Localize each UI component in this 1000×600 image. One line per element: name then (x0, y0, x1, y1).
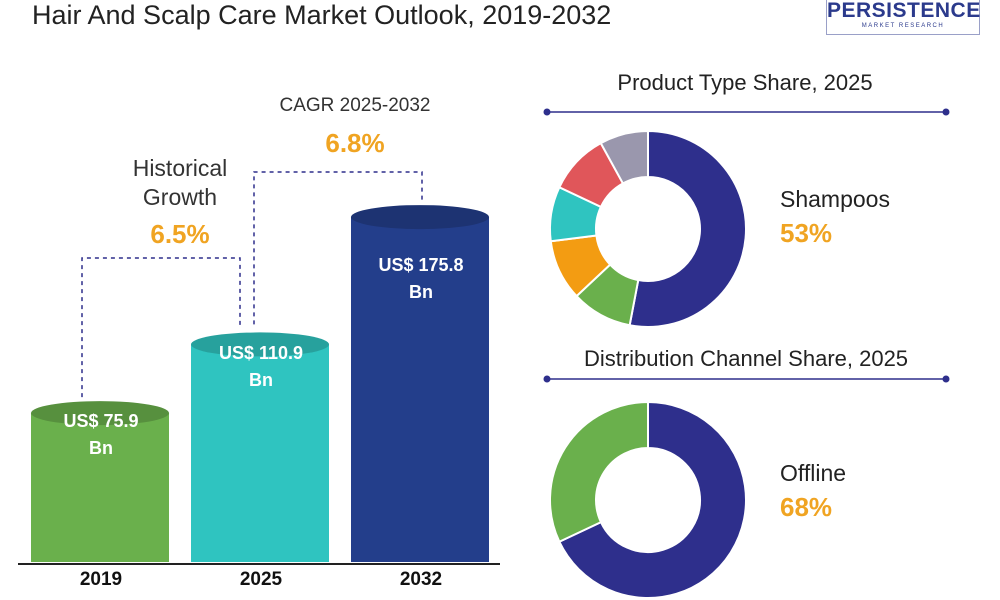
distribution-channel-divider-dot-right (942, 375, 950, 383)
product-type-divider-dot-right (942, 108, 950, 116)
product-type-divider-dot-left (543, 108, 551, 116)
cagr-label: CAGR 2025-2032 (279, 95, 431, 116)
bar-2019 (31, 413, 169, 562)
cagr-value: 6.8% (325, 128, 385, 158)
distribution-channel-divider-dot-left (543, 375, 551, 383)
year-label-2032: 2032 (399, 569, 443, 590)
historical-growth-value: 6.5% (150, 219, 210, 249)
bar-value-label-2019: US$ 75.9 Bn (63, 411, 139, 458)
product-type-slice-0 (628, 129, 747, 328)
product-type-title: Product Type Share, 2025 (617, 70, 873, 95)
bar-top-2025 (191, 332, 329, 357)
distribution-highlight-label: Offline (780, 460, 847, 486)
bar-value-label-2025: US$ 110.9 Bn (218, 343, 304, 390)
product-highlight-value: 53% (780, 218, 833, 248)
bar-top-2019 (31, 401, 169, 426)
year-label-2019: 2019 (79, 569, 123, 590)
historical-growth-label: Historical Growth (132, 155, 228, 210)
bar-top-2032 (351, 205, 489, 230)
distribution-channel-title: Distribution Channel Share, 2025 (583, 346, 909, 371)
bar-value-label-2032: US$ 175.8 Bn (378, 255, 464, 302)
distribution-channel-slice-1 (549, 400, 649, 544)
logo-wordmark: PERSISTENCE (827, 0, 981, 22)
distribution-highlight-value: 68% (780, 492, 833, 522)
brand-logo: PERSISTENCE MARKET RESEARCH (826, 0, 980, 35)
page-title: Hair And Scalp Care Market Outlook, 2019… (32, 0, 612, 30)
product-highlight-label: Shampoos (780, 186, 890, 212)
product-type-slice-5 (599, 129, 649, 185)
bar-2025 (191, 344, 329, 562)
year-label-2025: 2025 (239, 569, 283, 590)
bar-2032 (351, 217, 489, 563)
logo-tagline: MARKET RESEARCH (861, 23, 945, 29)
historical-growth-connector (81, 257, 241, 398)
distribution-channel-slice-0 (557, 400, 747, 599)
